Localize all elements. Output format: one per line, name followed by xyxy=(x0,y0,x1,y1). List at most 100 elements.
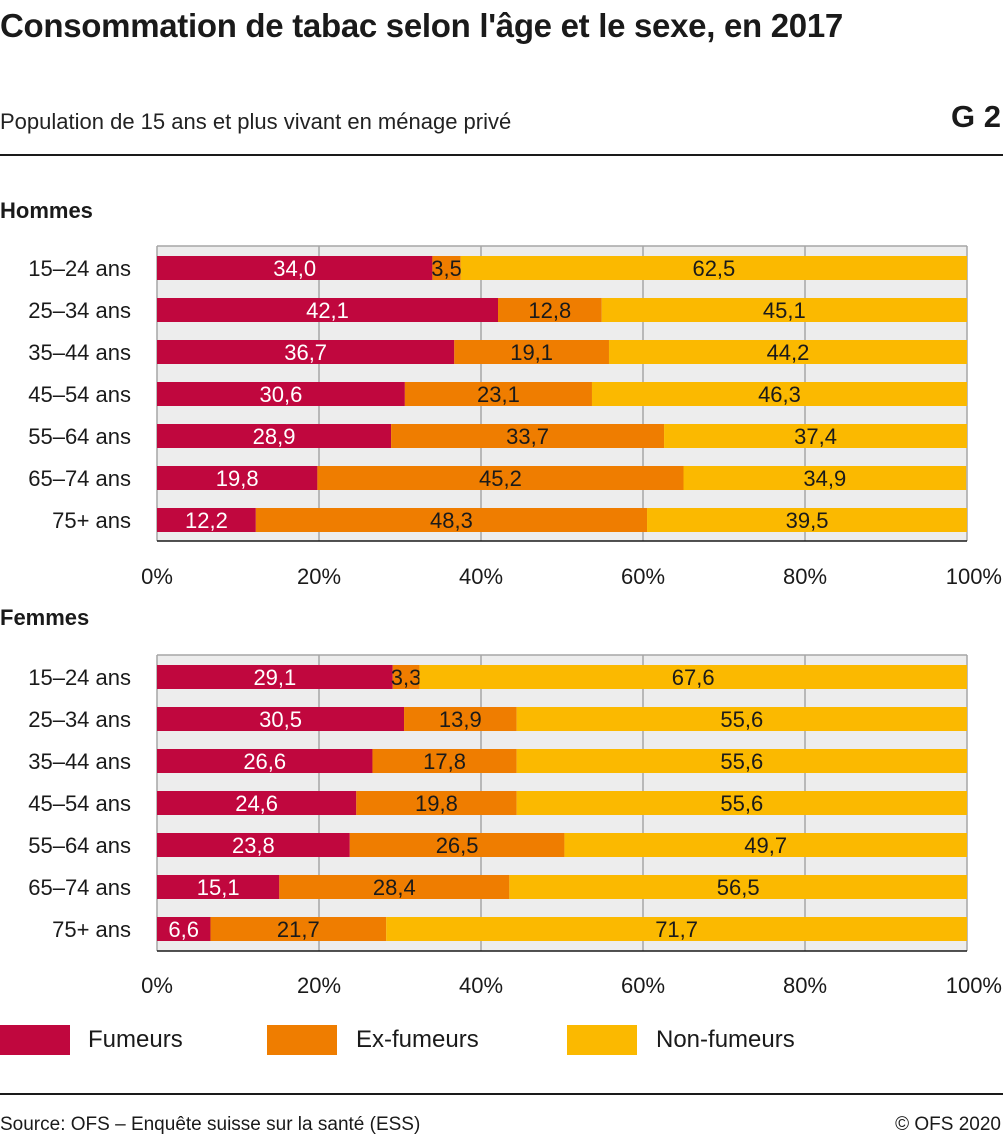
bar-hommes-non-fumeurs-5 xyxy=(683,466,967,490)
data-label-hommes-fumeurs-0: 34,0 xyxy=(273,256,316,281)
data-label-femmes-fumeurs-2: 26,6 xyxy=(243,749,286,774)
bar-femmes-ex-fumeurs-3 xyxy=(356,791,517,815)
data-label-femmes-non-fumeurs-2: 55,6 xyxy=(720,749,763,774)
bar-hommes-fumeurs-0 xyxy=(157,256,433,280)
bar-femmes-ex-fumeurs-4 xyxy=(349,833,565,857)
data-label-hommes-non-fumeurs-4: 37,4 xyxy=(794,424,837,449)
data-label-femmes-non-fumeurs-6: 71,7 xyxy=(655,917,698,942)
bar-femmes-non-fumeurs-0 xyxy=(419,665,967,689)
stacked-bar-chart: Hommes 15–24 ans 34,0 3,5 62,5 25–34 ans 42,1 1… xyxy=(0,198,1002,998)
data-label-femmes-non-fumeurs-1: 55,6 xyxy=(720,707,763,732)
bar-femmes-fumeurs-0 xyxy=(157,665,393,689)
data-label-hommes-non-fumeurs-1: 45,1 xyxy=(763,298,806,323)
bar-femmes-non-fumeurs-2 xyxy=(516,749,967,773)
data-label-hommes-non-fumeurs-6: 39,5 xyxy=(786,508,829,533)
bar-femmes-fumeurs-5 xyxy=(157,875,280,899)
graph-number: G 2 xyxy=(951,99,1001,134)
x-tick-label-hommes-4: 80% xyxy=(783,564,827,589)
data-label-hommes-ex-fumeurs-4: 33,7 xyxy=(506,424,549,449)
category-label-femmes-0: 15–24 ans xyxy=(28,665,131,690)
data-label-hommes-fumeurs-5: 19,8 xyxy=(216,466,259,491)
category-label-femmes-5: 65–74 ans xyxy=(28,875,131,900)
bar-hommes-fumeurs-6 xyxy=(157,508,256,532)
category-label-hommes-3: 45–54 ans xyxy=(28,382,131,407)
data-label-hommes-ex-fumeurs-5: 45,2 xyxy=(479,466,522,491)
bar-hommes-ex-fumeurs-4 xyxy=(391,424,665,448)
data-label-femmes-ex-fumeurs-0: 3,3 xyxy=(391,665,422,690)
data-label-femmes-fumeurs-0: 29,1 xyxy=(253,665,296,690)
bar-hommes-non-fumeurs-0 xyxy=(460,256,967,280)
category-label-hommes-4: 55–64 ans xyxy=(28,424,131,449)
bar-femmes-non-fumeurs-3 xyxy=(516,791,967,815)
x-tick-label-femmes-1: 20% xyxy=(297,973,341,998)
bar-hommes-ex-fumeurs-3 xyxy=(404,382,592,406)
bar-femmes-non-fumeurs-5 xyxy=(509,875,967,899)
data-label-femmes-fumeurs-4: 23,8 xyxy=(232,833,275,858)
data-label-hommes-fumeurs-2: 36,7 xyxy=(284,340,327,365)
data-label-femmes-fumeurs-6: 6,6 xyxy=(168,917,199,942)
category-label-hommes-5: 65–74 ans xyxy=(28,466,131,491)
source-note: Source: OFS – Enquête suisse sur la sant… xyxy=(0,1114,421,1135)
bar-hommes-fumeurs-2 xyxy=(157,340,455,364)
category-label-hommes-1: 25–34 ans xyxy=(28,298,131,323)
data-label-femmes-fumeurs-3: 24,6 xyxy=(235,791,278,816)
chart-subtitle: Population de 15 ans et plus vivant en m… xyxy=(0,109,512,134)
copyright: © OFS 2020 xyxy=(895,1114,1001,1135)
bar-hommes-fumeurs-1 xyxy=(157,298,499,322)
data-label-hommes-non-fumeurs-0: 62,5 xyxy=(692,256,735,281)
bar-hommes-ex-fumeurs-1 xyxy=(498,298,602,322)
bar-hommes-non-fumeurs-1 xyxy=(601,298,967,322)
category-label-hommes-2: 35–44 ans xyxy=(28,340,131,365)
category-label-femmes-2: 35–44 ans xyxy=(28,749,131,774)
bar-hommes-non-fumeurs-3 xyxy=(591,382,967,406)
category-label-femmes-6: 75+ ans xyxy=(52,917,131,942)
data-label-hommes-fumeurs-1: 42,1 xyxy=(306,298,349,323)
data-label-hommes-ex-fumeurs-2: 19,1 xyxy=(510,340,553,365)
bar-femmes-non-fumeurs-1 xyxy=(516,707,967,731)
bar-hommes-fumeurs-4 xyxy=(157,424,392,448)
x-tick-label-hommes-0: 0% xyxy=(141,564,173,589)
bar-hommes-non-fumeurs-2 xyxy=(608,340,967,364)
data-label-hommes-non-fumeurs-2: 44,2 xyxy=(767,340,810,365)
bar-femmes-non-fumeurs-6 xyxy=(386,917,968,941)
data-label-femmes-non-fumeurs-0: 67,6 xyxy=(672,665,715,690)
data-label-femmes-ex-fumeurs-6: 21,7 xyxy=(277,917,320,942)
data-label-hommes-fumeurs-4: 28,9 xyxy=(253,424,296,449)
x-tick-label-femmes-0: 0% xyxy=(141,973,173,998)
bar-hommes-fumeurs-5 xyxy=(157,466,318,490)
data-label-femmes-non-fumeurs-5: 56,5 xyxy=(717,875,760,900)
bar-hommes-ex-fumeurs-6 xyxy=(255,508,648,532)
chart-title: Consommation de tabac selon l'âge et le … xyxy=(0,7,843,44)
data-label-femmes-fumeurs-5: 15,1 xyxy=(197,875,240,900)
legend-swatch-fumeurs xyxy=(0,1025,70,1055)
bar-femmes-fumeurs-4 xyxy=(157,833,350,857)
bar-femmes-ex-fumeurs-5 xyxy=(279,875,510,899)
bar-femmes-ex-fumeurs-2 xyxy=(372,749,517,773)
bar-femmes-fumeurs-1 xyxy=(157,707,405,731)
bar-femmes-ex-fumeurs-1 xyxy=(404,707,517,731)
data-label-hommes-ex-fumeurs-3: 23,1 xyxy=(477,382,520,407)
category-label-hommes-6: 75+ ans xyxy=(52,508,131,533)
legend-swatch-non-fumeurs xyxy=(567,1025,637,1055)
bar-hommes-ex-fumeurs-2 xyxy=(454,340,609,364)
panel-title-femmes: Femmes xyxy=(0,605,89,630)
bottom-rule xyxy=(0,1093,1003,1095)
data-label-hommes-non-fumeurs-5: 34,9 xyxy=(803,466,846,491)
top-rule xyxy=(0,154,1003,156)
category-label-hommes-0: 15–24 ans xyxy=(28,256,131,281)
legend-label-ex-fumeurs: Ex-fumeurs xyxy=(356,1026,479,1053)
data-label-femmes-ex-fumeurs-1: 13,9 xyxy=(439,707,482,732)
bar-hommes-ex-fumeurs-0 xyxy=(432,256,461,280)
legend: Fumeurs Ex-fumeurs Non-fumeurs xyxy=(0,1022,1003,1058)
bar-hommes-ex-fumeurs-5 xyxy=(317,466,684,490)
x-tick-label-femmes-5: 100% xyxy=(946,973,1002,998)
bar-hommes-fumeurs-3 xyxy=(157,382,405,406)
x-tick-label-femmes-4: 80% xyxy=(783,973,827,998)
bar-femmes-fumeurs-3 xyxy=(157,791,357,815)
data-label-femmes-non-fumeurs-3: 55,6 xyxy=(720,791,763,816)
data-label-hommes-ex-fumeurs-0: 3,5 xyxy=(431,256,462,281)
bar-hommes-non-fumeurs-6 xyxy=(647,508,967,532)
category-label-femmes-3: 45–54 ans xyxy=(28,791,131,816)
data-label-hommes-ex-fumeurs-6: 48,3 xyxy=(430,508,473,533)
panel-title-hommes: Hommes xyxy=(0,198,93,223)
